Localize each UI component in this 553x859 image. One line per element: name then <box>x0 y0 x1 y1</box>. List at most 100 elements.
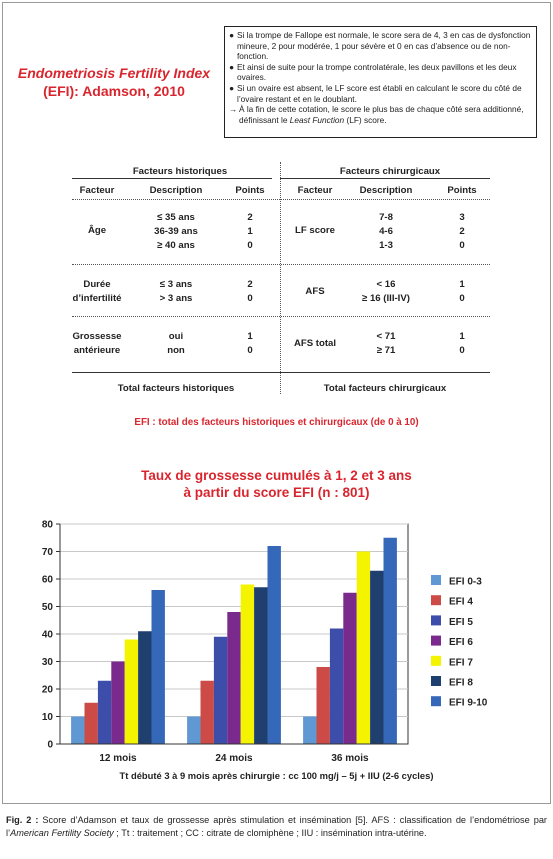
y-tick-label: 30 <box>42 657 54 668</box>
row-rule <box>72 316 490 317</box>
legend-swatch <box>431 635 441 646</box>
caption-text: Score d’Adamson et taux de grossesse apr… <box>6 815 547 838</box>
surg-factor-lf: LF score <box>295 225 335 236</box>
surg-desc: 7-8 <box>379 212 393 223</box>
note-item: ● Si un ovaire est absent, le LF score es… <box>229 83 532 104</box>
surg-desc: ≥ 16 (III-IV) <box>362 293 410 304</box>
legend-swatch <box>431 655 441 666</box>
surg-header: Facteurs chirurgicaux <box>339 166 441 177</box>
header-rule <box>280 178 490 179</box>
note-item: ● Si la trompe de Fallope est normale, le… <box>229 30 532 62</box>
x-tick-label: 12 mois <box>99 753 137 764</box>
legend-label: EFI 7 <box>449 657 473 668</box>
bar <box>254 587 268 744</box>
col-factor: Facteur <box>79 185 115 196</box>
hist-points: 0 <box>247 345 253 356</box>
row-rule <box>72 199 490 200</box>
bar <box>71 716 85 744</box>
pregnancy-rate-chart: 0 10 20 30 40 50 60 70 80 12 mois 24 mois 36 mois EF… <box>42 520 488 765</box>
bar <box>84 702 98 744</box>
efi-total-note: EFI : total des facteurs historiques et … <box>134 417 419 428</box>
x-tick-label: 36 mois <box>331 753 369 764</box>
legend-label: EFI 6 <box>449 637 473 648</box>
hist-points: 2 <box>247 279 253 290</box>
y-tick-label: 80 <box>42 520 54 531</box>
legend-swatch <box>431 575 441 585</box>
y-tick-label: 40 <box>42 630 54 641</box>
col-desc: Description <box>149 185 203 196</box>
bar <box>356 551 371 744</box>
col-points: Points <box>235 185 265 196</box>
hist-desc: ≤ 35 ans <box>157 212 195 223</box>
hist-points: 1 <box>247 331 253 342</box>
surg-desc: ≥ 71 <box>376 345 396 356</box>
surg-points: 0 <box>459 345 465 356</box>
total-rule <box>72 372 490 373</box>
bar <box>370 570 384 744</box>
note-text: À la fin de cette cotation, le score le … <box>239 104 524 125</box>
bar <box>343 592 357 744</box>
chart-title-line1: Taux de grossesse cumulés à 1, 2 et 3 an… <box>141 468 412 483</box>
hist-points: 2 <box>247 212 253 223</box>
note-text: Si la trompe de Fallope est normale, le … <box>237 30 531 62</box>
hist-factor-duration: Durée <box>83 279 111 290</box>
hist-points: 1 <box>247 226 253 237</box>
bar <box>138 631 152 744</box>
note-text-italic: Least Function <box>289 114 345 125</box>
hist-points: 0 <box>247 293 253 304</box>
col-desc: Description <box>359 185 413 196</box>
hist-desc: 36-39 ans <box>154 226 198 237</box>
note-text: (LF) score. <box>344 114 387 125</box>
efi-title: Endometriosis Fertility Index (EFI): Ada… <box>14 64 214 100</box>
note-text: Si un ovaire est absent, le LF score est… <box>237 82 522 104</box>
surg-points: 3 <box>459 212 465 223</box>
note-item: → À la fin de cette cotation, le score le… <box>229 104 532 125</box>
y-tick-label: 20 <box>42 685 54 696</box>
bar <box>303 716 317 744</box>
surg-factor-afs-total: AFS total <box>293 338 337 349</box>
bar <box>383 537 397 744</box>
row-rule <box>72 264 490 265</box>
surg-points: 1 <box>459 279 465 290</box>
hist-desc: > 3 ans <box>159 293 193 304</box>
hist-desc: non <box>167 345 185 356</box>
surg-points: 1 <box>459 331 465 342</box>
legend-label: EFI 0-3 <box>449 577 482 588</box>
legend-label: EFI 8 <box>449 678 473 689</box>
legend-label: EFI 5 <box>449 617 473 628</box>
surg-points: 0 <box>459 240 465 251</box>
bar <box>316 667 330 744</box>
bar <box>97 680 112 744</box>
legend-swatch <box>431 696 441 707</box>
surg-points: 2 <box>459 226 465 237</box>
hist-header: Facteurs historiques <box>132 166 228 177</box>
chart-title: Taux de grossesse cumulés à 1, 2 et 3 an… <box>0 467 553 501</box>
bar <box>329 628 344 744</box>
bar <box>124 639 139 744</box>
bullet-icon: ● <box>229 30 235 40</box>
y-tick-label: 70 <box>42 547 54 558</box>
hist-factor-pregnancy: Grossesse <box>72 331 122 342</box>
figure-caption: Fig. 2 : Score d’Adamson et taux de gros… <box>6 814 547 840</box>
bar <box>213 636 228 744</box>
hist-factor-duration: d’infertilité <box>72 293 122 304</box>
bullet-icon: ● <box>229 61 235 72</box>
surg-factor-afs: AFS <box>305 286 325 297</box>
hist-desc: oui <box>168 331 184 342</box>
legend-label: EFI 9-10 <box>449 698 488 709</box>
legend-label: EFI 4 <box>449 597 473 608</box>
note-text: Et ainsi de suite pour la trompe control… <box>237 61 517 83</box>
note-item: ● Et ainsi de suite pour la trompe contro… <box>229 62 532 83</box>
col-points: Points <box>447 185 477 196</box>
caption-text: ; Tt : traitement ; CC : citrate de clom… <box>113 828 427 838</box>
col-factor: Facteur <box>297 185 333 196</box>
legend-swatch <box>431 676 441 686</box>
y-tick-label: 50 <box>42 602 54 613</box>
bar <box>227 612 241 744</box>
bar <box>240 584 255 744</box>
chart-title-line2: à partir du score EFI (n : 801) <box>183 485 370 500</box>
bullet-icon: ● <box>229 82 235 93</box>
header-rule <box>72 178 272 179</box>
bar <box>200 680 214 744</box>
caption-label: Fig. 2 : <box>6 815 39 825</box>
